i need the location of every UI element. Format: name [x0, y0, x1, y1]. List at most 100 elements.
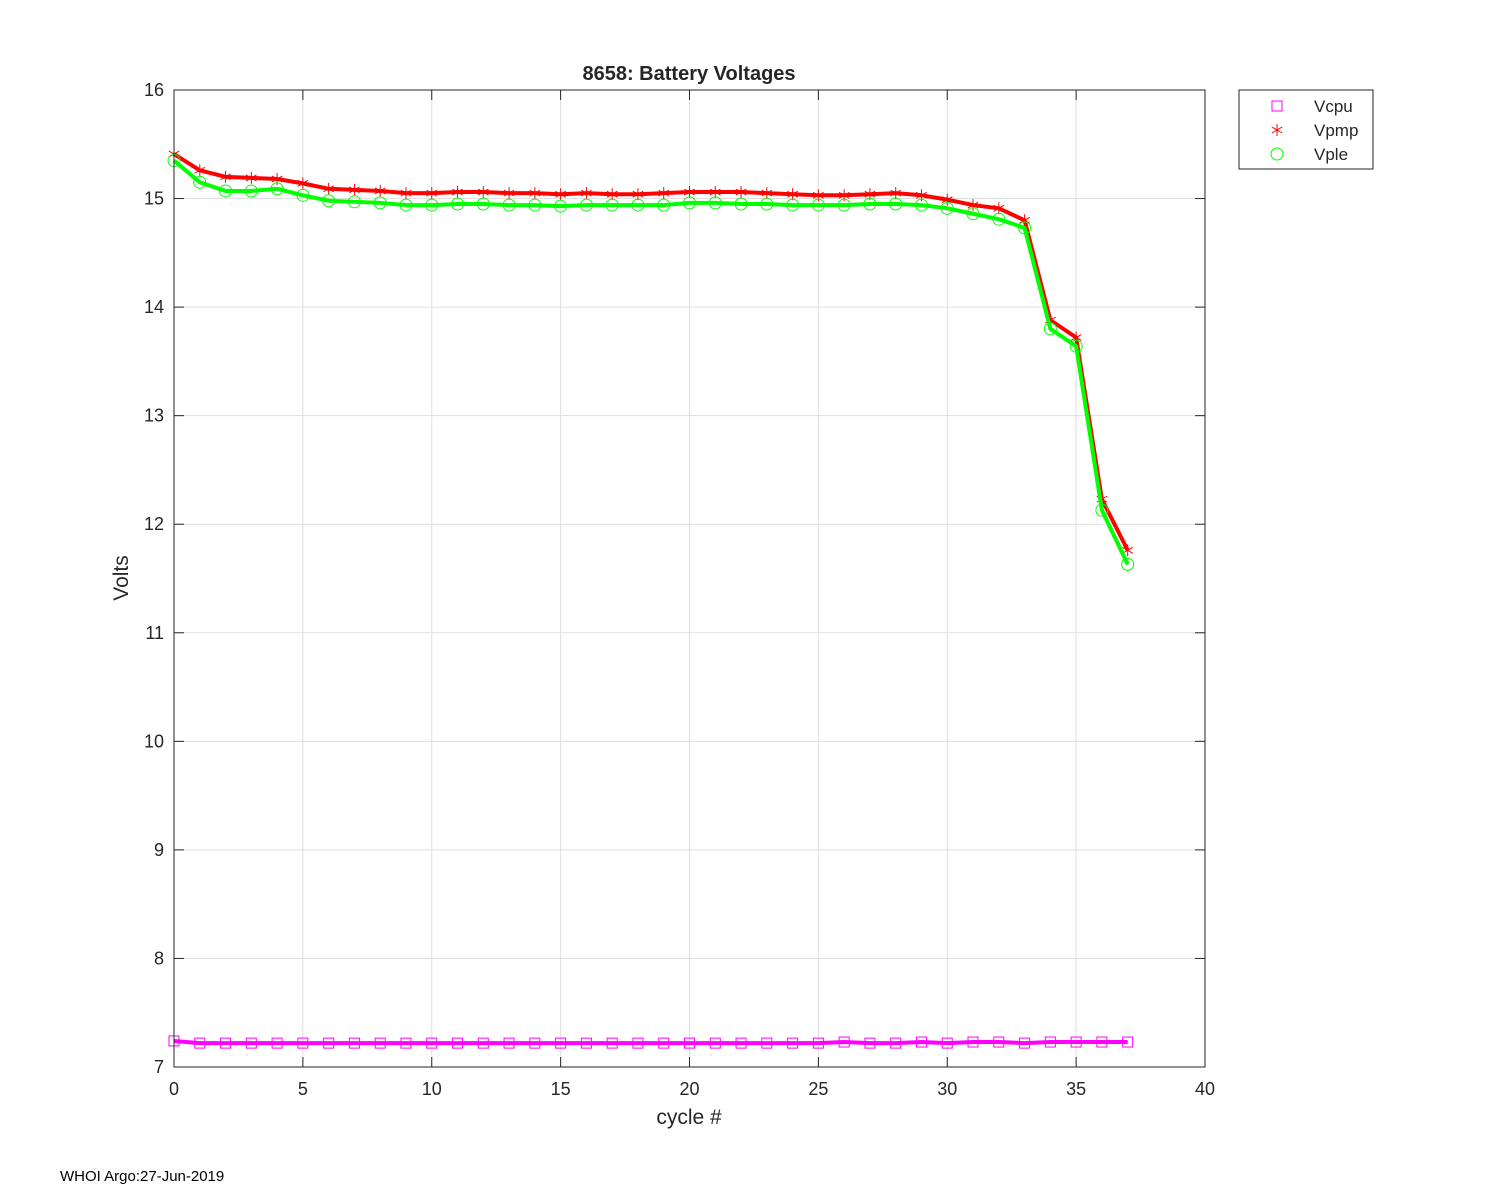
series-line-vcpu	[173, 1038, 1128, 1046]
asterisk-stroke	[400, 189, 412, 197]
data-point-vple	[373, 196, 387, 210]
legend: Vcpu Vpmp Vple	[1238, 89, 1374, 170]
x-tick-label: 25	[808, 1079, 828, 1099]
x-tick-label: 30	[937, 1079, 957, 1099]
data-point-vpmp	[297, 177, 309, 190]
data-point-vpmp	[993, 202, 1005, 215]
data-point-vpmp	[580, 187, 592, 200]
data-point-vcpu	[400, 1037, 412, 1049]
legend-label-vpmp: Vpmp	[1314, 121, 1358, 140]
data-point-vple	[579, 198, 593, 212]
data-point-vple	[760, 197, 774, 211]
data-point-vcpu	[348, 1037, 360, 1049]
y-tick-label: 7	[154, 1057, 164, 1077]
data-point-vcpu	[580, 1037, 592, 1049]
data-point-vcpu	[684, 1037, 695, 1049]
data-point-vpmp	[658, 187, 670, 200]
data-point-vcpu	[1070, 1036, 1082, 1048]
data-point-vpmp	[1122, 544, 1134, 557]
legend-label-vple: Vple	[1314, 145, 1348, 164]
data-point-vpmp	[400, 187, 412, 200]
x-tick-label: 35	[1066, 1079, 1086, 1099]
asterisk-stroke	[967, 201, 979, 209]
y-tick-label: 14	[144, 297, 164, 317]
data-point-vcpu	[658, 1037, 670, 1049]
data-point-vpmp	[194, 164, 206, 177]
data-point-vcpu	[1019, 1037, 1031, 1049]
data-point-vpmp	[709, 186, 721, 199]
data-point-vple	[399, 198, 413, 212]
data-point-vcpu	[529, 1037, 541, 1049]
asterisk-stroke	[838, 191, 850, 199]
y-tick-label: 15	[144, 189, 164, 209]
data-point-vcpu	[426, 1037, 438, 1049]
data-point-vpmp	[941, 193, 953, 206]
asterisk-stroke	[503, 189, 515, 197]
asterisk-stroke	[812, 191, 824, 199]
asterisk-stroke	[709, 188, 721, 196]
asterisk-stroke	[735, 188, 747, 196]
y-tick-label: 8	[154, 948, 164, 968]
asterisk-stroke	[761, 189, 773, 197]
data-point-vcpu	[864, 1037, 876, 1049]
asterisk-stroke	[916, 191, 927, 199]
asterisk-stroke	[941, 196, 953, 204]
asterisk-stroke	[1122, 546, 1134, 554]
data-point-vple	[1018, 221, 1032, 235]
data-point-vcpu	[735, 1037, 747, 1049]
data-point-vple	[296, 188, 310, 202]
asterisk-stroke	[684, 188, 695, 196]
data-point-vcpu	[812, 1037, 824, 1049]
data-point-vple	[992, 212, 1006, 226]
data-point-vcpu	[194, 1037, 206, 1049]
data-point-vcpu	[967, 1036, 979, 1048]
data-point-vpmp	[529, 187, 541, 200]
asterisk-stroke	[426, 189, 438, 197]
asterisk-stroke	[194, 166, 206, 174]
y-tick-label: 11	[145, 623, 164, 643]
data-point-vcpu	[761, 1037, 773, 1049]
asterisk-stroke	[1070, 334, 1082, 341]
x-axis-label: cycle #	[656, 1106, 722, 1129]
data-point-vcpu	[555, 1037, 567, 1049]
data-point-vcpu	[297, 1037, 309, 1049]
data-point-vcpu	[374, 1037, 386, 1049]
x-tick-label: 40	[1195, 1079, 1215, 1099]
data-point-vple	[889, 197, 903, 211]
data-point-vple	[322, 194, 336, 208]
data-point-vple	[1095, 503, 1109, 517]
x-tick-label: 0	[169, 1079, 179, 1099]
data-point-vple	[193, 175, 207, 189]
data-point-vple	[605, 198, 619, 212]
data-point-vpmp	[606, 188, 618, 201]
data-point-vcpu	[838, 1036, 850, 1048]
y-tick-label: 12	[144, 514, 164, 534]
data-point-vcpu	[1044, 1036, 1056, 1048]
legend-marker-vpmp	[1271, 124, 1283, 136]
y-tick-label: 13	[144, 406, 164, 426]
asterisk-stroke	[348, 186, 360, 194]
asterisk-stroke	[864, 190, 876, 198]
asterisk-stroke	[374, 187, 386, 195]
chart-title: 8658: Battery Voltages	[582, 63, 795, 85]
data-point-vcpu	[503, 1037, 515, 1049]
data-point-vple	[940, 201, 954, 215]
y-tick-label: 9	[154, 840, 164, 860]
y-tick-label: 16	[144, 80, 164, 100]
asterisk-stroke	[297, 179, 309, 187]
data-point-vple	[811, 198, 825, 212]
data-point-vpmp	[735, 186, 747, 199]
data-point-vpmp	[245, 171, 257, 184]
data-point-vpmp	[374, 184, 386, 197]
asterisk-stroke	[529, 189, 541, 197]
y-tick-label: 10	[144, 731, 164, 751]
data-point-vple	[631, 198, 645, 212]
data-point-vpmp	[787, 188, 799, 201]
asterisk-stroke	[606, 190, 618, 198]
data-point-vcpu	[787, 1037, 799, 1049]
data-point-vpmp	[220, 170, 231, 183]
data-point-vcpu	[1122, 1036, 1134, 1048]
legend-marker-vcpu	[1271, 100, 1283, 112]
asterisk-stroke	[632, 190, 644, 198]
data-point-vpmp	[632, 188, 644, 201]
